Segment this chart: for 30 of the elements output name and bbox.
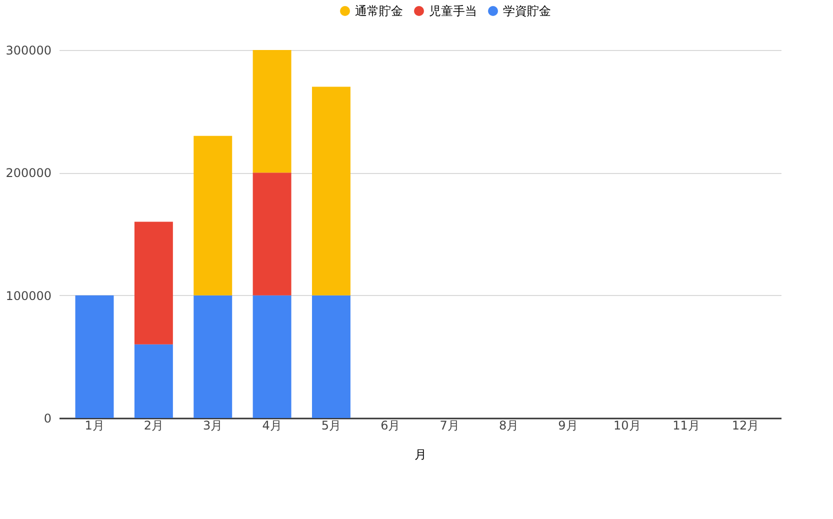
x-tick-label: 5月	[321, 418, 342, 432]
x-tick-label: 1月	[84, 418, 104, 432]
bar	[75, 295, 114, 418]
x-tick-label: 12月	[732, 418, 760, 432]
legend-label: 学資貯金	[503, 4, 551, 18]
bar	[194, 136, 232, 296]
bar	[312, 295, 350, 418]
bar	[252, 172, 292, 296]
x-tick-label: 11月	[672, 418, 700, 432]
x-tick-label: 3月	[203, 418, 223, 432]
bar	[134, 344, 173, 418]
x-tick-label: 2月	[144, 418, 164, 432]
x-tick-label: 4月	[262, 418, 282, 432]
x-axis-title: 月	[414, 448, 426, 462]
y-tick-label: 200000	[6, 166, 52, 180]
x-tick-label: 6月	[380, 418, 400, 432]
bar	[312, 86, 350, 296]
bar	[194, 295, 232, 418]
bar	[252, 295, 292, 418]
legend-label: 通常貯金	[355, 4, 403, 18]
x-tick-label: 9月	[558, 418, 578, 432]
y-tick-label: 300000	[6, 44, 52, 58]
bar	[134, 222, 173, 344]
legend-label: 児童手当	[429, 4, 477, 18]
x-tick-label: 7月	[440, 418, 460, 432]
x-tick-label: 8月	[498, 418, 519, 432]
y-tick-label: 0	[44, 412, 52, 426]
bar	[252, 50, 292, 173]
y-tick-label: 100000	[6, 288, 52, 303]
x-tick-label: 10月	[613, 418, 641, 432]
